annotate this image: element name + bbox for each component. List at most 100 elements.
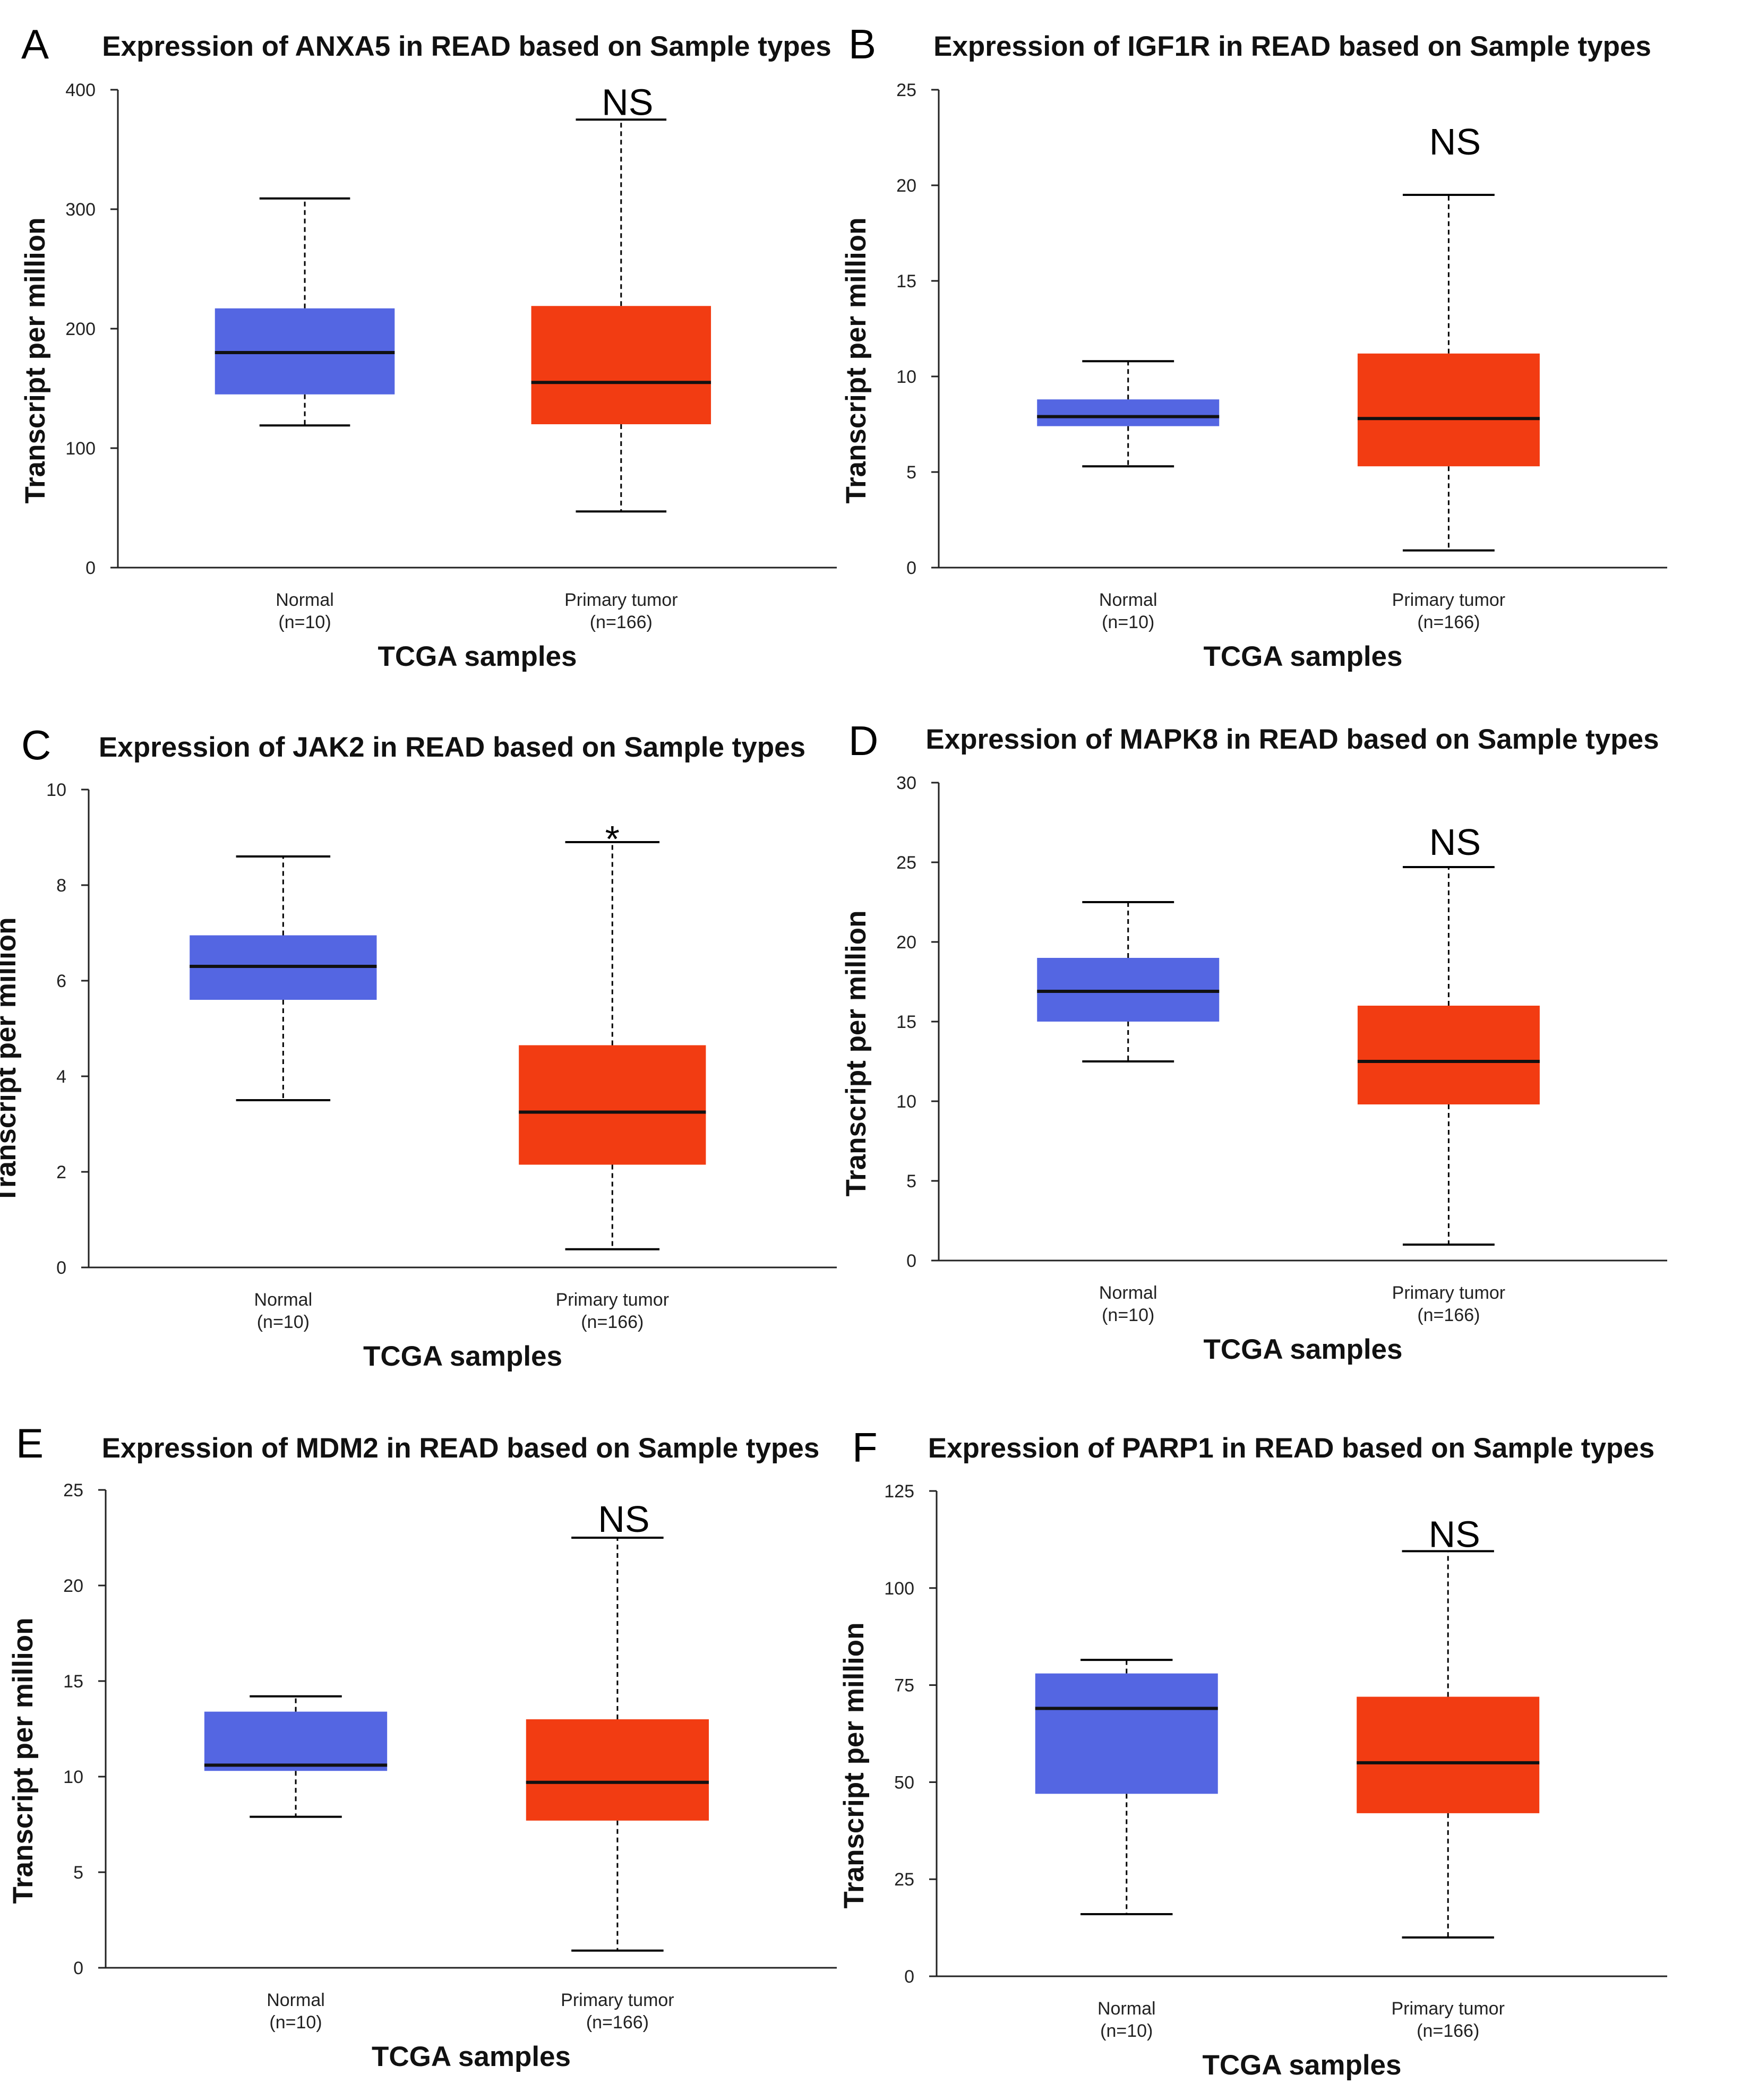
y-tick-label: 0 (56, 1258, 66, 1278)
y-tick-label: 8 (56, 876, 66, 896)
panel-letter: B (848, 21, 876, 67)
iqr-box (204, 1711, 388, 1771)
panel-letter: A (21, 21, 49, 67)
x-category-label: Primary tumor (1391, 1999, 1504, 2019)
x-axis-label: TCGA samples (1203, 1334, 1402, 1365)
y-tick-label: 400 (65, 80, 96, 100)
y-axis-label: Transcript per million (20, 218, 51, 504)
y-tick-label: 0 (906, 558, 916, 578)
x-category-label: Primary tumor (561, 1990, 674, 2010)
iqr-box (1357, 1006, 1540, 1104)
x-category-n: (n=166) (586, 2012, 649, 2033)
y-axis-label: Transcript per million (838, 1623, 870, 1909)
x-category-n: (n=166) (1417, 612, 1480, 632)
chart-title: Expression of MAPK8 in READ based on Sam… (925, 724, 1659, 755)
y-tick-label: 20 (63, 1576, 83, 1596)
y-tick-label: 100 (65, 439, 96, 459)
y-tick-label: 300 (65, 200, 96, 220)
box-primary-tumor (526, 1537, 709, 1952)
iqr-box (531, 306, 711, 424)
significance-label: NS (1429, 821, 1481, 863)
y-tick-label: 15 (896, 271, 916, 292)
x-category-label: Normal (1099, 590, 1157, 610)
chart-title: Expression of MDM2 in READ based on Samp… (102, 1433, 820, 1464)
x-category-n: (n=10) (1102, 1305, 1154, 1325)
y-tick-label: 10 (46, 780, 66, 800)
x-axis-label: TCGA samples (363, 1341, 562, 1372)
iqr-box (1357, 353, 1540, 467)
y-tick-label: 10 (896, 1092, 916, 1112)
x-category-n: (n=166) (1417, 1305, 1480, 1325)
x-category-n: (n=10) (257, 1312, 310, 1332)
y-tick-label: 5 (73, 1863, 83, 1883)
chart-title: Expression of ANXA5 in READ based on Sam… (102, 31, 831, 62)
y-tick-label: 0 (904, 1967, 914, 1987)
x-category-n: (n=10) (1100, 2021, 1153, 2041)
significance-label: NS (602, 82, 653, 123)
x-category-label: Primary tumor (1392, 590, 1505, 610)
panel-letter: F (852, 1424, 878, 1471)
y-tick-label: 200 (65, 319, 96, 339)
chart-panel-a: A Expression of ANXA5 in READ based on Sa… (20, 21, 837, 672)
iqr-box (1357, 1696, 1540, 1813)
x-category-n: (n=166) (581, 1312, 644, 1332)
x-axis-label: TCGA samples (378, 641, 577, 672)
significance-label: NS (598, 1498, 649, 1540)
significance-label: NS (1429, 1513, 1480, 1555)
y-tick-label: 25 (63, 1480, 83, 1501)
significance-label: NS (1429, 121, 1481, 162)
panel-letter: E (16, 1420, 44, 1467)
iqr-box (526, 1719, 709, 1821)
box-primary-tumor (1357, 1550, 1540, 1939)
significance-label: * (605, 818, 620, 860)
y-tick-label: 0 (85, 558, 96, 578)
chart-panel-e: E Expression of MDM2 in READ based on Sam… (7, 1420, 837, 2072)
panel-letter: C (21, 722, 51, 768)
iqr-box (519, 1045, 706, 1165)
y-tick-label: 20 (896, 932, 916, 953)
y-tick-label: 5 (906, 1171, 916, 1192)
y-tick-label: 30 (896, 773, 916, 793)
y-tick-label: 15 (896, 1012, 916, 1032)
x-category-label: Primary tumor (556, 1290, 669, 1310)
x-category-n: (n=166) (590, 612, 653, 632)
chart-title: Expression of JAK2 in READ based on Samp… (99, 732, 805, 763)
y-tick-label: 10 (896, 367, 916, 387)
y-tick-label: 50 (894, 1772, 914, 1793)
chart-panel-c: C Expression of JAK2 in READ based on Sam… (0, 722, 837, 1372)
x-category-label: Normal (254, 1290, 313, 1310)
box-normal (190, 855, 377, 1101)
iqr-box (1035, 1673, 1218, 1794)
x-category-n: (n=10) (278, 612, 331, 632)
y-tick-label: 100 (884, 1579, 914, 1599)
y-tick-label: 10 (63, 1767, 83, 1787)
chart-panel-d: D Expression of MAPK8 in READ based on Sa… (841, 717, 1667, 1365)
box-primary-tumor (1357, 866, 1540, 1246)
y-axis-label: Transcript per million (7, 1618, 39, 1904)
box-normal (204, 1695, 388, 1818)
y-tick-label: 75 (894, 1676, 914, 1696)
y-tick-label: 20 (896, 176, 916, 196)
x-category-label: Normal (267, 1990, 325, 2010)
x-axis-label: TCGA samples (372, 2041, 571, 2072)
box-primary-tumor (519, 841, 706, 1250)
y-tick-label: 0 (906, 1251, 916, 1271)
x-category-n: (n=10) (1102, 612, 1154, 632)
box-normal (1035, 1659, 1218, 1916)
x-category-n: (n=10) (269, 2012, 322, 2033)
box-normal (215, 197, 395, 427)
y-axis-label: Transcript per million (841, 218, 872, 504)
x-axis-label: TCGA samples (1203, 641, 1402, 672)
chart-panel-b: B Expression of IGF1R in READ based on Sa… (841, 21, 1667, 672)
iqr-box (1037, 399, 1220, 426)
x-category-label: Normal (276, 590, 334, 610)
y-tick-label: 15 (63, 1672, 83, 1692)
panel-letter: D (848, 717, 878, 764)
y-tick-label: 0 (73, 1958, 83, 1978)
y-tick-label: 25 (896, 80, 916, 100)
y-tick-label: 4 (56, 1067, 66, 1087)
x-category-label: Normal (1097, 1999, 1156, 2019)
y-tick-label: 25 (894, 1870, 914, 1890)
y-axis-label: Transcript per million (0, 918, 22, 1204)
